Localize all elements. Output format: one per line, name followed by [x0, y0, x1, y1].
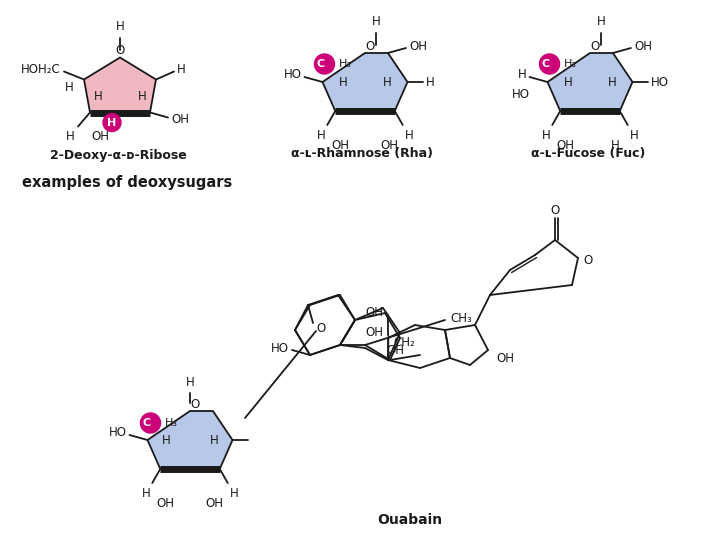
Text: HO: HO [650, 76, 668, 89]
Text: OH: OH [331, 139, 349, 152]
Text: HO: HO [271, 341, 289, 354]
Text: H: H [426, 76, 434, 89]
Text: OH: OH [171, 113, 189, 126]
Text: O: O [550, 204, 559, 217]
Text: HO: HO [511, 87, 529, 100]
Text: H: H [597, 15, 606, 28]
Text: O: O [115, 44, 125, 57]
Text: CH₂: CH₂ [393, 335, 415, 348]
Text: H: H [405, 129, 413, 142]
Text: O: O [365, 39, 374, 52]
Text: OH: OH [496, 352, 514, 365]
Polygon shape [547, 53, 632, 111]
Text: C: C [143, 418, 150, 428]
Text: CH₃: CH₃ [450, 312, 472, 325]
Polygon shape [323, 53, 408, 111]
Text: H: H [177, 63, 186, 76]
Text: OH: OH [206, 497, 224, 510]
Text: H₃: H₃ [564, 59, 577, 69]
Text: H: H [186, 376, 194, 389]
Text: OH: OH [156, 497, 174, 510]
Text: α-ʟ-Rhamnose (Rha): α-ʟ-Rhamnose (Rha) [291, 146, 433, 159]
Polygon shape [148, 411, 233, 469]
Text: H: H [541, 129, 550, 142]
Text: 2-Deoxy-α-ᴅ-Ribose: 2-Deoxy-α-ᴅ-Ribose [50, 148, 186, 161]
Text: O: O [190, 397, 199, 410]
Text: Ouabain: Ouabain [377, 513, 443, 527]
Text: α-ʟ-Fucose (Fuc): α-ʟ-Fucose (Fuc) [531, 146, 645, 159]
Text: H: H [338, 76, 347, 89]
Text: C: C [316, 59, 325, 69]
Text: OH: OH [365, 326, 383, 339]
Circle shape [315, 54, 335, 74]
Text: H: H [66, 81, 74, 94]
Text: H: H [518, 69, 526, 82]
Text: H: H [230, 487, 238, 500]
Text: H: H [372, 15, 381, 28]
Circle shape [103, 113, 121, 132]
Text: H₃: H₃ [338, 59, 351, 69]
Text: HO: HO [284, 69, 302, 82]
Text: H: H [608, 76, 616, 89]
Text: OH: OH [365, 306, 383, 319]
Text: H: H [142, 487, 150, 500]
Text: HOH₂C: HOH₂C [22, 63, 61, 76]
Circle shape [140, 413, 161, 433]
Text: C: C [541, 59, 549, 69]
Text: OH: OH [409, 39, 427, 52]
Text: H₃: H₃ [164, 418, 178, 428]
Text: H: H [210, 434, 218, 447]
Text: HO: HO [109, 427, 127, 440]
Text: H: H [564, 76, 572, 89]
Text: OH: OH [634, 39, 652, 52]
Text: H: H [116, 19, 125, 32]
Text: OH: OH [386, 345, 404, 357]
Text: H: H [66, 131, 75, 144]
Text: H: H [138, 90, 146, 103]
Text: O: O [583, 254, 593, 267]
Circle shape [539, 54, 559, 74]
Text: H: H [107, 118, 117, 127]
Text: OH: OH [91, 131, 109, 144]
Text: OH: OH [557, 139, 575, 152]
Text: O: O [590, 39, 600, 52]
Text: H: H [383, 76, 392, 89]
Text: H: H [161, 434, 170, 447]
Text: H: H [611, 139, 619, 152]
Polygon shape [84, 57, 156, 112]
Text: O: O [316, 321, 325, 334]
Text: H: H [94, 90, 102, 103]
Text: H: H [317, 129, 325, 142]
Text: OH: OH [381, 139, 399, 152]
Text: examples of deoxysugars: examples of deoxysugars [22, 174, 233, 190]
Text: H: H [630, 129, 639, 142]
